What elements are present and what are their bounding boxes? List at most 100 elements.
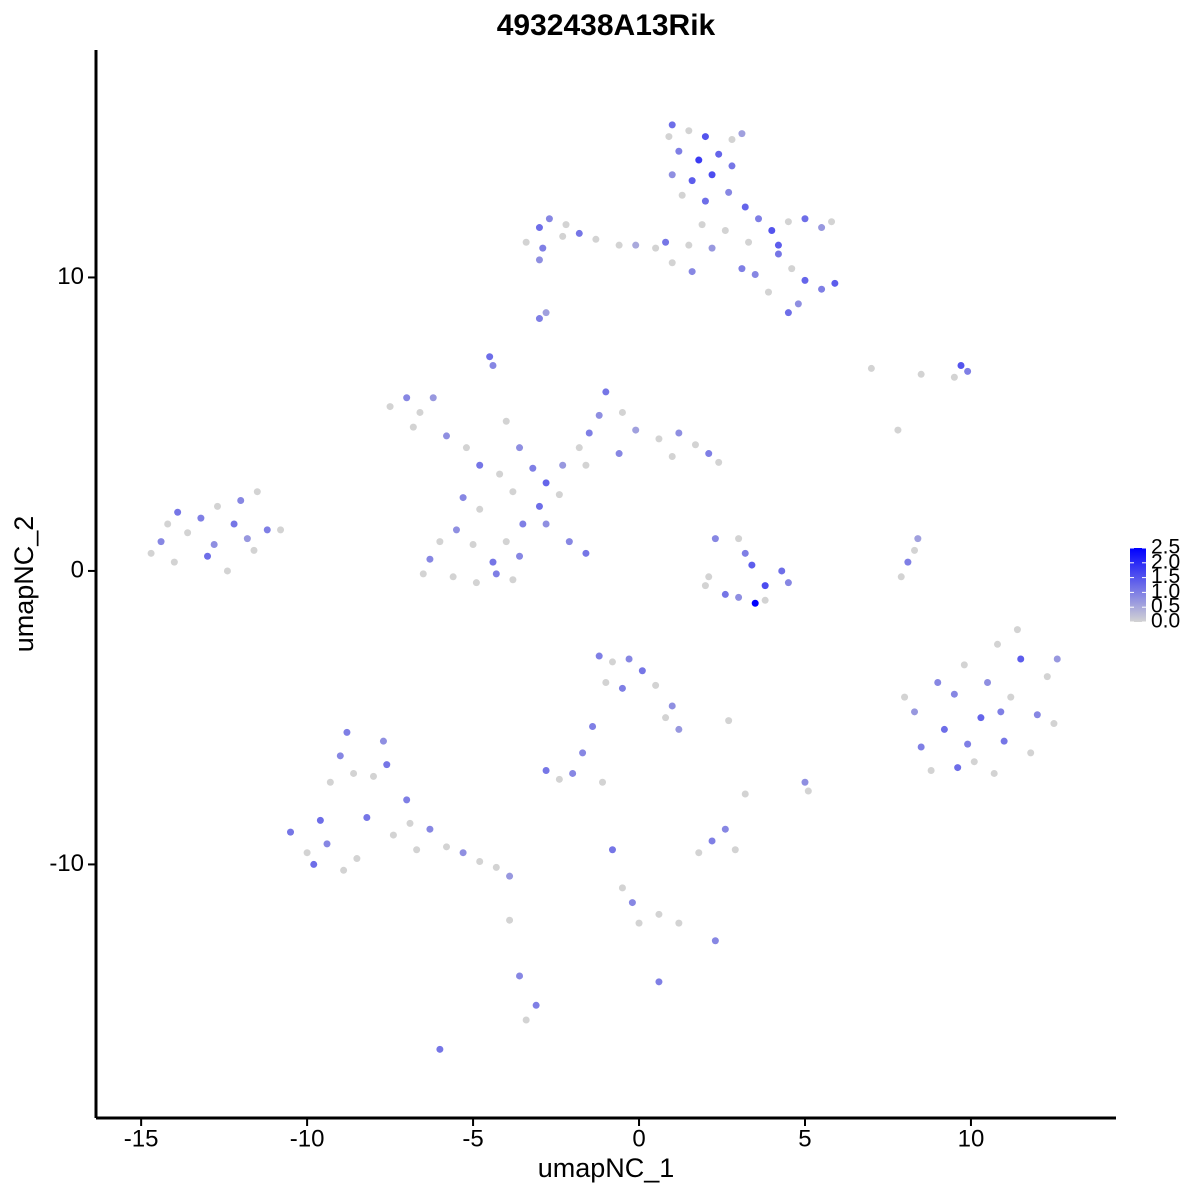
- point: [954, 764, 962, 772]
- point: [210, 541, 218, 549]
- point: [735, 535, 743, 543]
- point: [751, 599, 759, 607]
- point: [655, 978, 663, 986]
- point: [436, 1045, 444, 1053]
- point: [751, 271, 759, 279]
- point: [964, 367, 972, 375]
- y-tick-label: 10: [57, 263, 84, 290]
- point: [608, 846, 616, 854]
- point: [738, 265, 746, 273]
- point: [542, 309, 550, 317]
- point: [721, 590, 729, 598]
- point: [950, 690, 958, 698]
- point: [522, 1016, 530, 1024]
- point: [818, 285, 826, 293]
- point: [784, 309, 792, 317]
- point: [748, 561, 756, 569]
- point: [668, 702, 676, 710]
- point: [615, 450, 623, 458]
- point: [489, 361, 497, 369]
- point: [964, 740, 972, 748]
- point: [197, 514, 205, 522]
- point: [426, 825, 434, 833]
- point: [618, 684, 626, 692]
- point: [316, 816, 324, 824]
- point: [343, 728, 351, 736]
- point: [559, 232, 567, 240]
- point: [545, 215, 553, 223]
- point: [204, 552, 212, 560]
- point: [476, 505, 484, 513]
- point: [516, 972, 524, 980]
- point: [157, 538, 165, 546]
- point: [1027, 749, 1035, 757]
- point: [675, 725, 683, 733]
- point: [522, 238, 530, 246]
- point: [174, 508, 182, 516]
- point: [509, 576, 517, 584]
- colorbar-label: 2.0: [1151, 550, 1180, 573]
- point: [917, 370, 925, 378]
- point: [459, 494, 467, 502]
- point: [675, 147, 683, 155]
- colorbar-label: 0.0: [1151, 610, 1180, 633]
- point: [994, 640, 1002, 648]
- point: [535, 256, 543, 264]
- point: [725, 188, 733, 196]
- point: [287, 828, 295, 836]
- point: [535, 224, 543, 232]
- point: [369, 772, 377, 780]
- point: [592, 235, 600, 243]
- point: [761, 582, 769, 590]
- point: [389, 831, 397, 839]
- point: [492, 863, 500, 871]
- point: [711, 535, 719, 543]
- point: [655, 910, 663, 918]
- point: [705, 573, 713, 581]
- point: [589, 722, 597, 730]
- point: [599, 778, 607, 786]
- point: [492, 570, 500, 578]
- point: [911, 546, 919, 554]
- point: [502, 538, 510, 546]
- point: [353, 855, 361, 863]
- point: [403, 796, 411, 804]
- point: [741, 203, 749, 211]
- point: [788, 265, 796, 273]
- point: [486, 353, 494, 361]
- point: [582, 549, 590, 557]
- x-tick-label: 5: [798, 1125, 811, 1152]
- point: [997, 708, 1005, 716]
- point: [409, 423, 417, 431]
- point: [519, 520, 527, 528]
- point: [213, 502, 221, 510]
- point: [632, 426, 640, 434]
- point: [469, 541, 477, 549]
- point: [721, 825, 729, 833]
- point: [516, 552, 524, 560]
- point: [170, 558, 178, 566]
- point: [542, 479, 550, 487]
- point: [452, 526, 460, 534]
- point: [542, 520, 550, 528]
- x-axis-label: umapNC_1: [538, 1153, 675, 1183]
- point: [917, 743, 925, 751]
- point: [416, 408, 424, 416]
- point: [565, 538, 573, 546]
- point: [957, 361, 965, 369]
- point: [784, 579, 792, 587]
- point: [755, 215, 763, 223]
- point: [675, 429, 683, 437]
- point: [977, 714, 985, 722]
- point: [277, 526, 285, 534]
- point: [911, 708, 919, 716]
- point: [459, 849, 467, 857]
- point: [940, 725, 948, 733]
- point: [668, 171, 676, 179]
- x-tick-label: 10: [958, 1125, 985, 1152]
- point: [774, 250, 782, 258]
- point: [575, 444, 583, 452]
- point: [1033, 711, 1041, 719]
- point: [970, 758, 978, 766]
- point: [506, 872, 514, 880]
